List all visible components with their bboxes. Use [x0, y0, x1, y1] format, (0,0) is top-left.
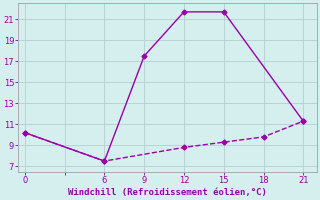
- X-axis label: Windchill (Refroidissement éolien,°C): Windchill (Refroidissement éolien,°C): [68, 188, 267, 197]
